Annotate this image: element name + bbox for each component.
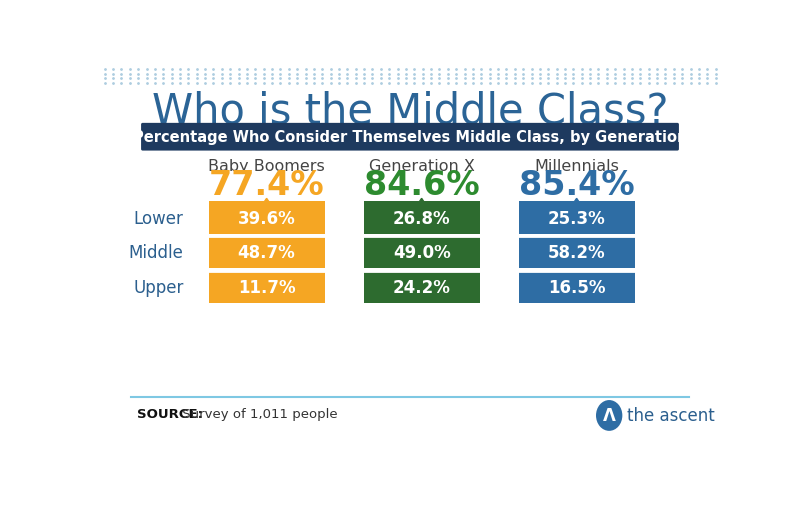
Text: 26.8%: 26.8% bbox=[393, 209, 450, 227]
Text: Baby Boomers: Baby Boomers bbox=[208, 159, 325, 174]
Text: Generation X: Generation X bbox=[369, 159, 474, 174]
Polygon shape bbox=[570, 199, 583, 208]
Bar bbox=[363, 236, 480, 269]
Ellipse shape bbox=[596, 400, 622, 431]
Text: 24.2%: 24.2% bbox=[393, 278, 450, 296]
Text: 39.6%: 39.6% bbox=[238, 209, 295, 227]
Polygon shape bbox=[415, 199, 428, 208]
Text: Survey of 1,011 people: Survey of 1,011 people bbox=[178, 408, 337, 421]
Text: 58.2%: 58.2% bbox=[548, 244, 606, 262]
Bar bbox=[209, 271, 325, 304]
Bar bbox=[518, 271, 634, 304]
Text: Percentage Who Consider Themselves Middle Class, by Generation: Percentage Who Consider Themselves Middl… bbox=[133, 130, 687, 145]
Text: 16.5%: 16.5% bbox=[548, 278, 606, 296]
Text: Λ: Λ bbox=[602, 407, 616, 425]
Text: 25.3%: 25.3% bbox=[548, 209, 606, 227]
Text: the ascent: the ascent bbox=[627, 407, 714, 425]
Bar bbox=[518, 236, 634, 269]
Text: Middle: Middle bbox=[129, 244, 184, 262]
Bar bbox=[209, 202, 325, 234]
Text: 84.6%: 84.6% bbox=[364, 169, 479, 201]
Text: Upper: Upper bbox=[134, 278, 184, 296]
Bar bbox=[518, 202, 634, 234]
Text: 11.7%: 11.7% bbox=[238, 278, 295, 296]
Text: 85.4%: 85.4% bbox=[519, 169, 634, 201]
FancyBboxPatch shape bbox=[141, 124, 679, 152]
Bar bbox=[209, 236, 325, 269]
Text: 49.0%: 49.0% bbox=[393, 244, 450, 262]
Text: Lower: Lower bbox=[134, 209, 184, 227]
Text: 48.7%: 48.7% bbox=[238, 244, 295, 262]
Bar bbox=[363, 202, 480, 234]
Text: Who is the Middle Class?: Who is the Middle Class? bbox=[152, 90, 668, 132]
Polygon shape bbox=[261, 199, 273, 208]
Text: SOURCE:: SOURCE: bbox=[138, 408, 203, 421]
Text: 77.4%: 77.4% bbox=[209, 169, 325, 201]
Bar bbox=[363, 271, 480, 304]
Text: Millennials: Millennials bbox=[534, 159, 619, 174]
